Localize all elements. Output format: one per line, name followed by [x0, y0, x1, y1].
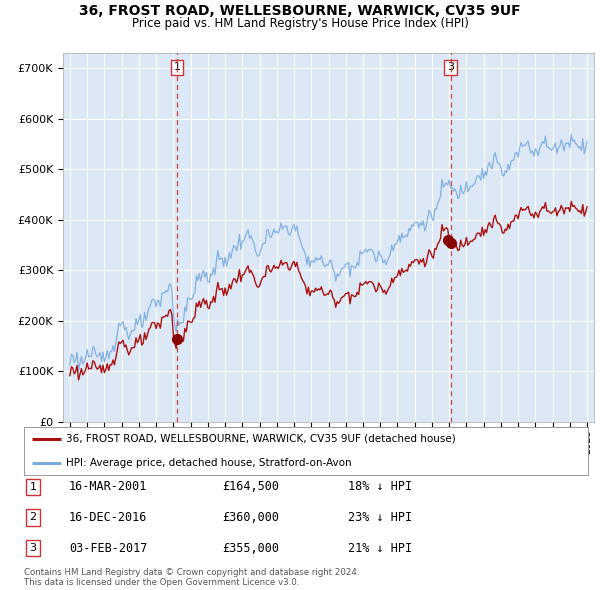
- Text: 36, FROST ROAD, WELLESBOURNE, WARWICK, CV35 9UF: 36, FROST ROAD, WELLESBOURNE, WARWICK, C…: [79, 4, 521, 18]
- Text: 23% ↓ HPI: 23% ↓ HPI: [348, 511, 412, 524]
- Text: £164,500: £164,500: [222, 480, 279, 493]
- Text: 1: 1: [29, 482, 37, 491]
- Text: 16-MAR-2001: 16-MAR-2001: [69, 480, 148, 493]
- Text: £355,000: £355,000: [222, 542, 279, 555]
- Text: 1: 1: [173, 63, 181, 73]
- Text: 3: 3: [29, 543, 37, 553]
- Text: 3: 3: [447, 63, 454, 73]
- Text: 16-DEC-2016: 16-DEC-2016: [69, 511, 148, 524]
- Text: HPI: Average price, detached house, Stratford-on-Avon: HPI: Average price, detached house, Stra…: [66, 458, 352, 468]
- Text: 18% ↓ HPI: 18% ↓ HPI: [348, 480, 412, 493]
- Text: £360,000: £360,000: [222, 511, 279, 524]
- Text: Contains HM Land Registry data © Crown copyright and database right 2024.
This d: Contains HM Land Registry data © Crown c…: [24, 568, 359, 587]
- Text: Price paid vs. HM Land Registry's House Price Index (HPI): Price paid vs. HM Land Registry's House …: [131, 17, 469, 30]
- Text: 03-FEB-2017: 03-FEB-2017: [69, 542, 148, 555]
- Text: 21% ↓ HPI: 21% ↓ HPI: [348, 542, 412, 555]
- Text: 2: 2: [29, 513, 37, 522]
- Text: 36, FROST ROAD, WELLESBOURNE, WARWICK, CV35 9UF (detached house): 36, FROST ROAD, WELLESBOURNE, WARWICK, C…: [66, 434, 456, 444]
